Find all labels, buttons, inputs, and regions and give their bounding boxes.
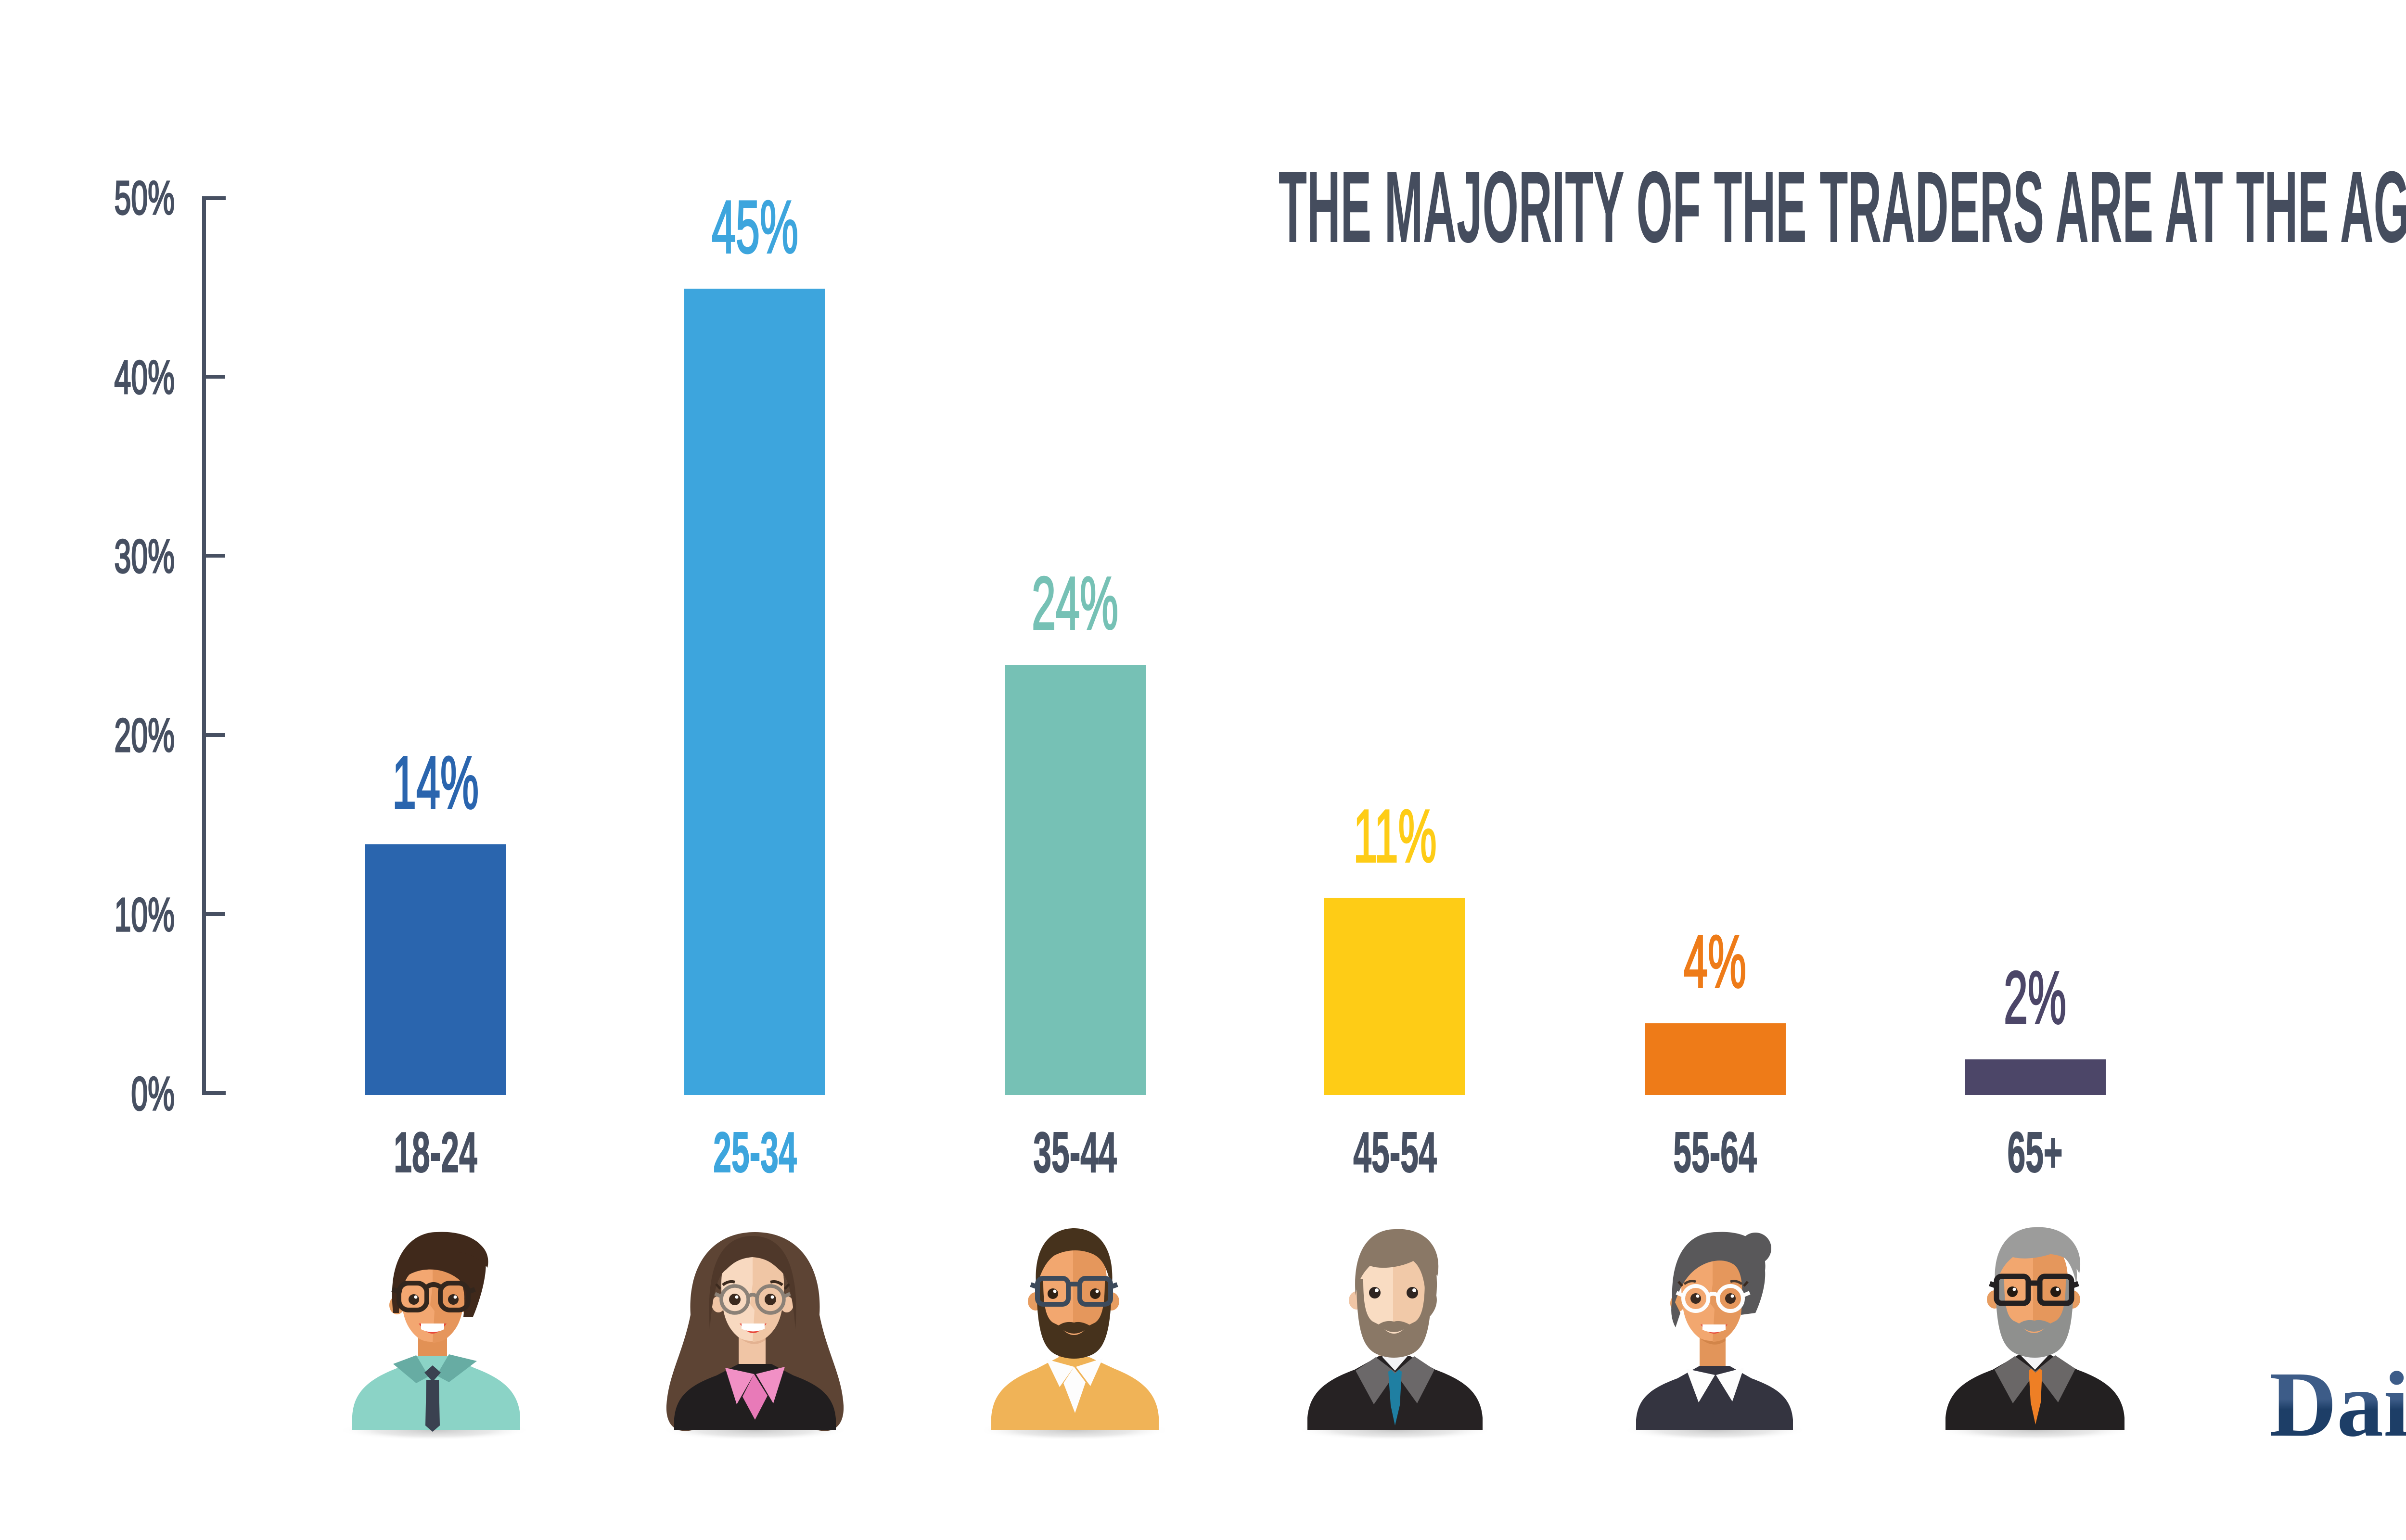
svg-text:0%: 0%	[131, 1068, 175, 1120]
svg-text:20%: 20%	[114, 710, 175, 762]
svg-text:10%: 10%	[114, 889, 175, 941]
svg-text:45-54: 45-54	[1353, 1120, 1437, 1184]
svg-text:65+: 65+	[2007, 1120, 2062, 1184]
svg-text:40%: 40%	[114, 352, 175, 404]
svg-text:18-24: 18-24	[394, 1120, 477, 1184]
svg-text:30%: 30%	[114, 531, 175, 583]
svg-text:55-64: 55-64	[1673, 1120, 1757, 1184]
svg-text:24%: 24%	[1032, 561, 1118, 645]
svg-text:4%: 4%	[1684, 919, 1746, 1003]
svg-text:DailyForex: DailyForex	[2269, 1352, 2406, 1456]
svg-text:25-34: 25-34	[713, 1120, 797, 1184]
svg-text:35-44: 35-44	[1033, 1120, 1117, 1184]
svg-text:11%: 11%	[1353, 794, 1436, 878]
svg-text:50%: 50%	[114, 172, 175, 224]
svg-text:45%: 45%	[712, 185, 798, 268]
svg-text:14%: 14%	[392, 740, 479, 824]
svg-text:2%: 2%	[2004, 955, 2066, 1039]
svg-text:THE MAJORITY OF THE TRADERS AR: THE MAJORITY OF THE TRADERS ARE AT THE A…	[1279, 150, 2406, 264]
